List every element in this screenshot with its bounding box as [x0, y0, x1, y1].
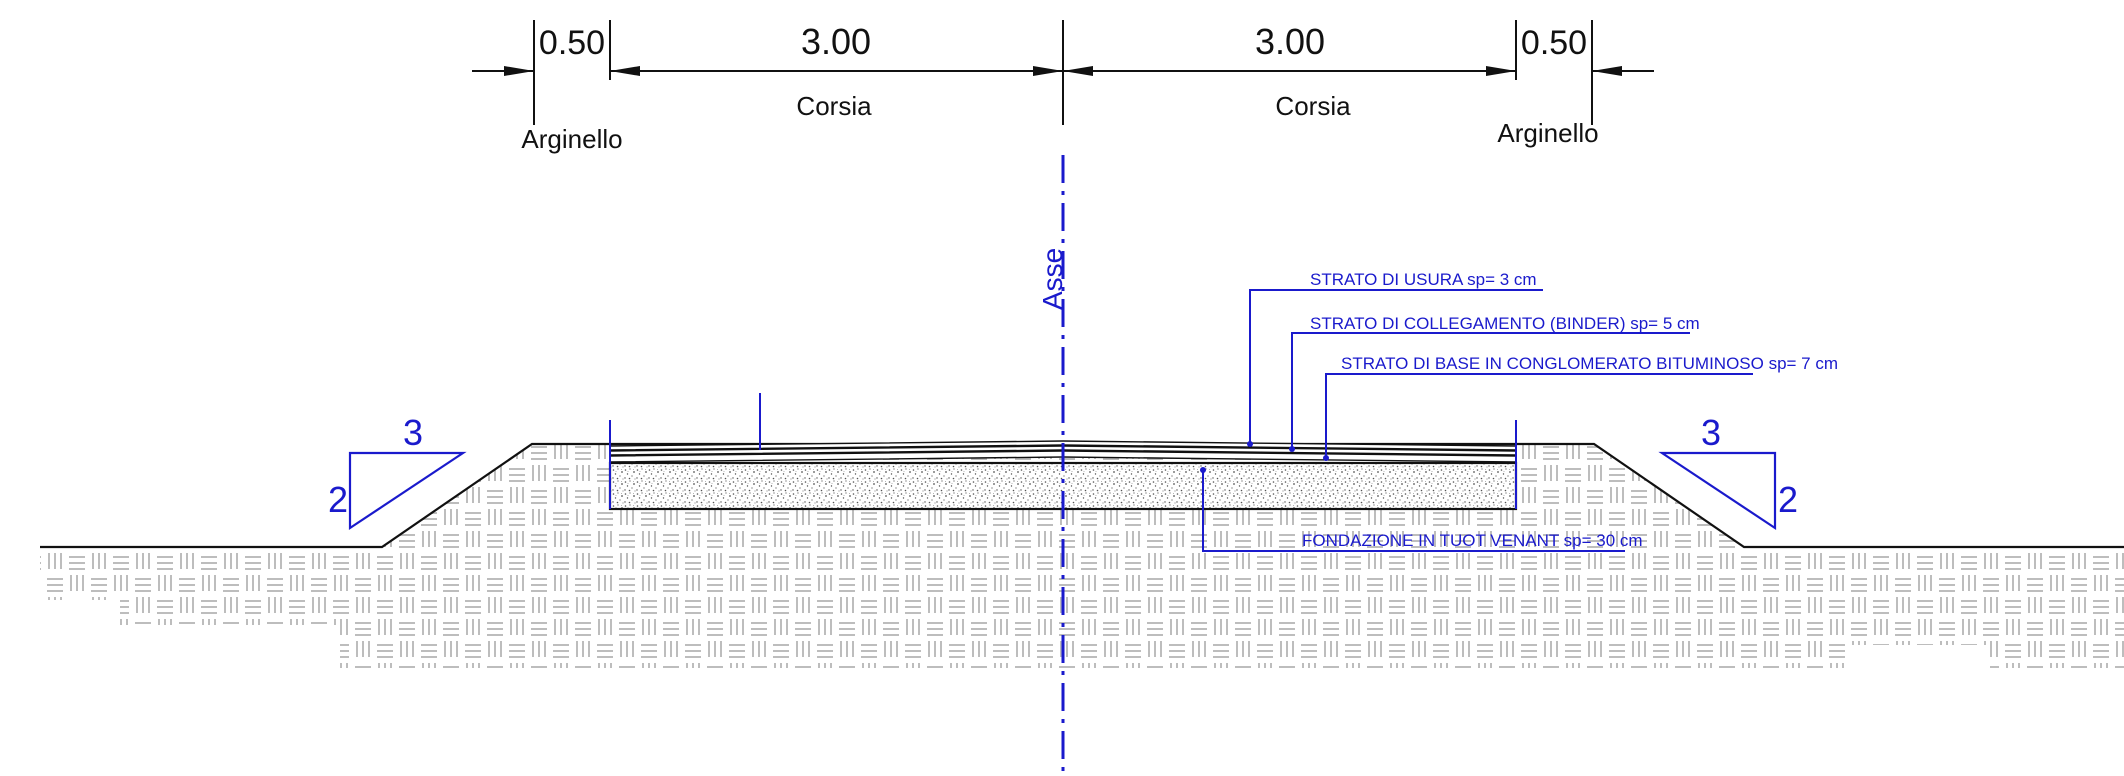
- label-binder: STRATO DI COLLEGAMENTO (BINDER) sp= 5 cm: [1310, 314, 1700, 333]
- arrowhead: [1486, 66, 1516, 76]
- leader-dot: [1289, 446, 1295, 452]
- leader-usura: [1249, 289, 1543, 444]
- dimension-value-left-berm: 0.50: [539, 24, 605, 62]
- arrowhead: [504, 66, 534, 76]
- arrowhead: [610, 66, 640, 76]
- leader-dot: [1247, 441, 1253, 447]
- label-left-berm: Arginello: [521, 124, 622, 154]
- label-right-berm: Arginello: [1497, 118, 1598, 148]
- slope-left-horizontal: 3: [403, 412, 423, 453]
- dimension-value-right-lane: 3.00: [1255, 21, 1325, 62]
- label-fondazione: FONDAZIONE IN TUOT VENANT sp= 30 cm: [1302, 531, 1643, 550]
- slope-triangle-left: [348, 451, 467, 531]
- leader-base: [1325, 373, 1753, 458]
- arrowhead: [1063, 66, 1093, 76]
- arrowhead: [1592, 66, 1622, 76]
- leader-dot: [1200, 467, 1206, 473]
- embankment-soil: [40, 444, 2124, 668]
- label-left-lane: Corsia: [796, 91, 872, 121]
- leader-dot: [1323, 455, 1329, 461]
- dimension-value-left-lane: 3.00: [801, 21, 871, 62]
- label-right-lane: Corsia: [1275, 91, 1351, 121]
- slope-left-vertical: 2: [328, 479, 348, 520]
- slope-right-horizontal: 3: [1701, 412, 1721, 453]
- leader-fondazione: [1202, 470, 1625, 552]
- slope-triangle-right: [1658, 451, 1777, 531]
- arrowhead: [1033, 66, 1063, 76]
- leader-binder: [1291, 332, 1690, 449]
- axis-label: Asse: [1037, 248, 1068, 310]
- label-usura: STRATO DI USURA sp= 3 cm: [1310, 270, 1537, 289]
- dimension-value-right-berm: 0.50: [1521, 24, 1587, 62]
- label-base: STRATO DI BASE IN CONGLOMERATO BITUMINOS…: [1341, 354, 1838, 373]
- slope-right-vertical: 2: [1778, 479, 1798, 520]
